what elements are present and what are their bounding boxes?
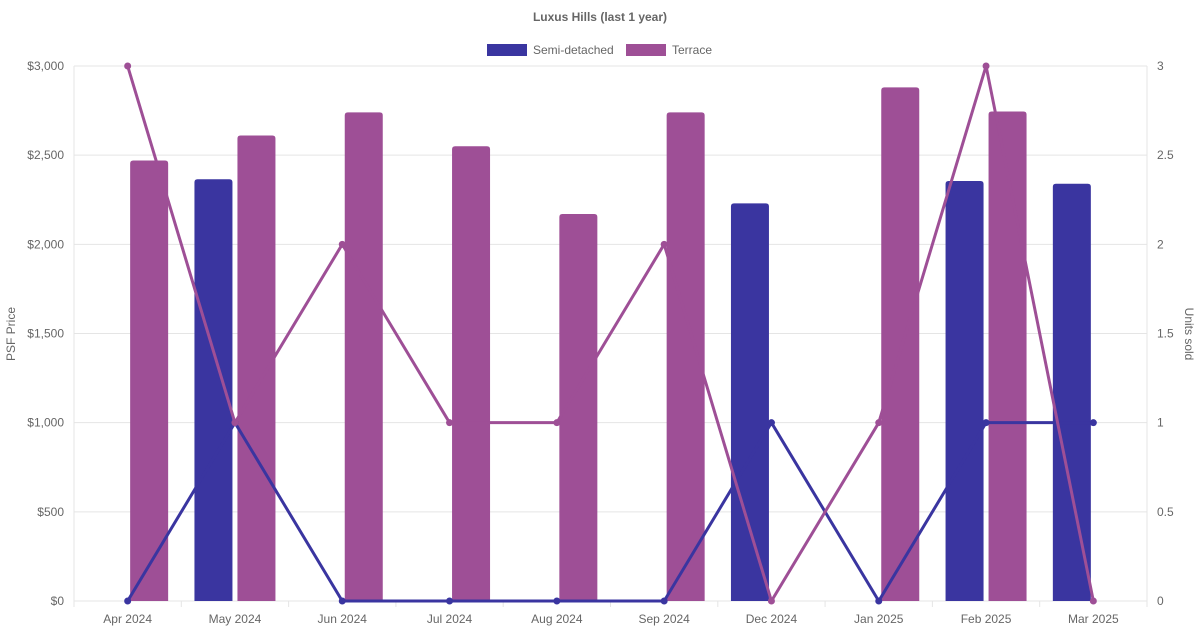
x-tick-label: Feb 2025 bbox=[961, 612, 1012, 626]
bar-terrace bbox=[452, 146, 491, 601]
x-tick-label: Jun 2024 bbox=[318, 612, 368, 626]
left-tick-label: $2,000 bbox=[27, 237, 64, 251]
left-tick-label: $2,500 bbox=[27, 148, 64, 162]
bar-terrace bbox=[666, 112, 705, 601]
left-axis-ticks: $0 $500 $1,000 $1,500 $2,000 $2,500 $3,000 bbox=[27, 59, 64, 608]
right-tick-label: 3 bbox=[1157, 59, 1164, 73]
legend-label-semi-detached: Semi-detached bbox=[533, 43, 614, 57]
bar-terrace bbox=[881, 87, 920, 601]
point-terrace-units bbox=[231, 419, 239, 427]
legend-label-terrace: Terrace bbox=[672, 43, 712, 57]
point-terrace-units bbox=[1089, 597, 1097, 605]
point-terrace-units bbox=[660, 240, 668, 248]
right-axis-ticks: 0 0.5 1 1.5 2 2.5 3 bbox=[1157, 59, 1174, 608]
left-tick-label: $1,500 bbox=[27, 327, 64, 341]
right-axis-title: Units sold bbox=[1182, 308, 1196, 361]
legend-item-semi-detached[interactable]: Semi-detached bbox=[487, 43, 614, 57]
point-semi-detached-units bbox=[982, 419, 990, 427]
point-semi-detached-units bbox=[553, 597, 561, 605]
line-semi-detached-units bbox=[126, 421, 1094, 603]
point-terrace-units bbox=[124, 62, 132, 70]
x-tick-label: Apr 2024 bbox=[103, 612, 152, 626]
point-terrace-units bbox=[767, 597, 775, 605]
x-tick-label: Aug 2024 bbox=[531, 612, 583, 626]
bar-semi-detached bbox=[194, 179, 233, 601]
point-terrace-units bbox=[553, 419, 561, 427]
x-tick-label: Jan 2025 bbox=[854, 612, 904, 626]
left-tick-label: $500 bbox=[37, 505, 64, 519]
bar-terrace bbox=[344, 112, 383, 601]
point-semi-detached-units bbox=[124, 597, 132, 605]
left-tick-label: $0 bbox=[51, 594, 65, 608]
unit-lines bbox=[124, 62, 1097, 605]
point-terrace-units bbox=[446, 419, 454, 427]
x-tick-label: Jul 2024 bbox=[427, 612, 473, 626]
right-tick-label: 2.5 bbox=[1157, 148, 1174, 162]
legend-swatch-terrace bbox=[626, 44, 666, 56]
bar-terrace bbox=[130, 160, 169, 601]
line-terrace-units bbox=[126, 64, 1095, 603]
x-tick-label: Sep 2024 bbox=[638, 612, 690, 626]
point-semi-detached-units bbox=[338, 597, 346, 605]
point-terrace-units bbox=[875, 419, 883, 427]
point-semi-detached-units bbox=[660, 597, 668, 605]
right-tick-label: 0 bbox=[1157, 594, 1164, 608]
point-terrace-units bbox=[338, 240, 346, 248]
bars bbox=[130, 87, 1091, 602]
right-tick-label: 1.5 bbox=[1157, 327, 1174, 341]
x-tick-label: May 2024 bbox=[209, 612, 262, 626]
legend[interactable]: Semi-detached Terrace bbox=[487, 43, 712, 57]
gridlines bbox=[73, 65, 1148, 607]
point-terrace-units bbox=[982, 62, 990, 70]
x-axis-ticks: Apr 2024 May 2024 Jun 2024 Jul 2024 Aug 2024… bbox=[103, 612, 1119, 626]
x-tick-label: Dec 2024 bbox=[746, 612, 798, 626]
right-tick-label: 0.5 bbox=[1157, 505, 1174, 519]
point-semi-detached-units bbox=[767, 419, 775, 427]
left-tick-label: $1,000 bbox=[27, 416, 64, 430]
point-semi-detached-units bbox=[1089, 419, 1097, 427]
left-axis-title: PSF Price bbox=[4, 307, 18, 361]
bar-terrace bbox=[237, 135, 276, 602]
bar-semi-detached bbox=[730, 203, 769, 602]
legend-swatch-semi-detached bbox=[487, 44, 527, 56]
point-semi-detached-units bbox=[446, 597, 454, 605]
bar-semi-detached bbox=[1052, 183, 1091, 601]
point-semi-detached-units bbox=[875, 597, 883, 605]
x-tick-label: Mar 2025 bbox=[1068, 612, 1119, 626]
legend-item-terrace[interactable]: Terrace bbox=[626, 43, 712, 57]
chart-title: Luxus Hills (last 1 year) bbox=[533, 10, 667, 24]
left-tick-label: $3,000 bbox=[27, 59, 64, 73]
right-tick-label: 1 bbox=[1157, 416, 1164, 430]
bar-terrace bbox=[988, 111, 1027, 601]
right-tick-label: 2 bbox=[1157, 237, 1164, 251]
bar-semi-detached bbox=[945, 181, 984, 601]
bar-terrace bbox=[559, 214, 598, 601]
